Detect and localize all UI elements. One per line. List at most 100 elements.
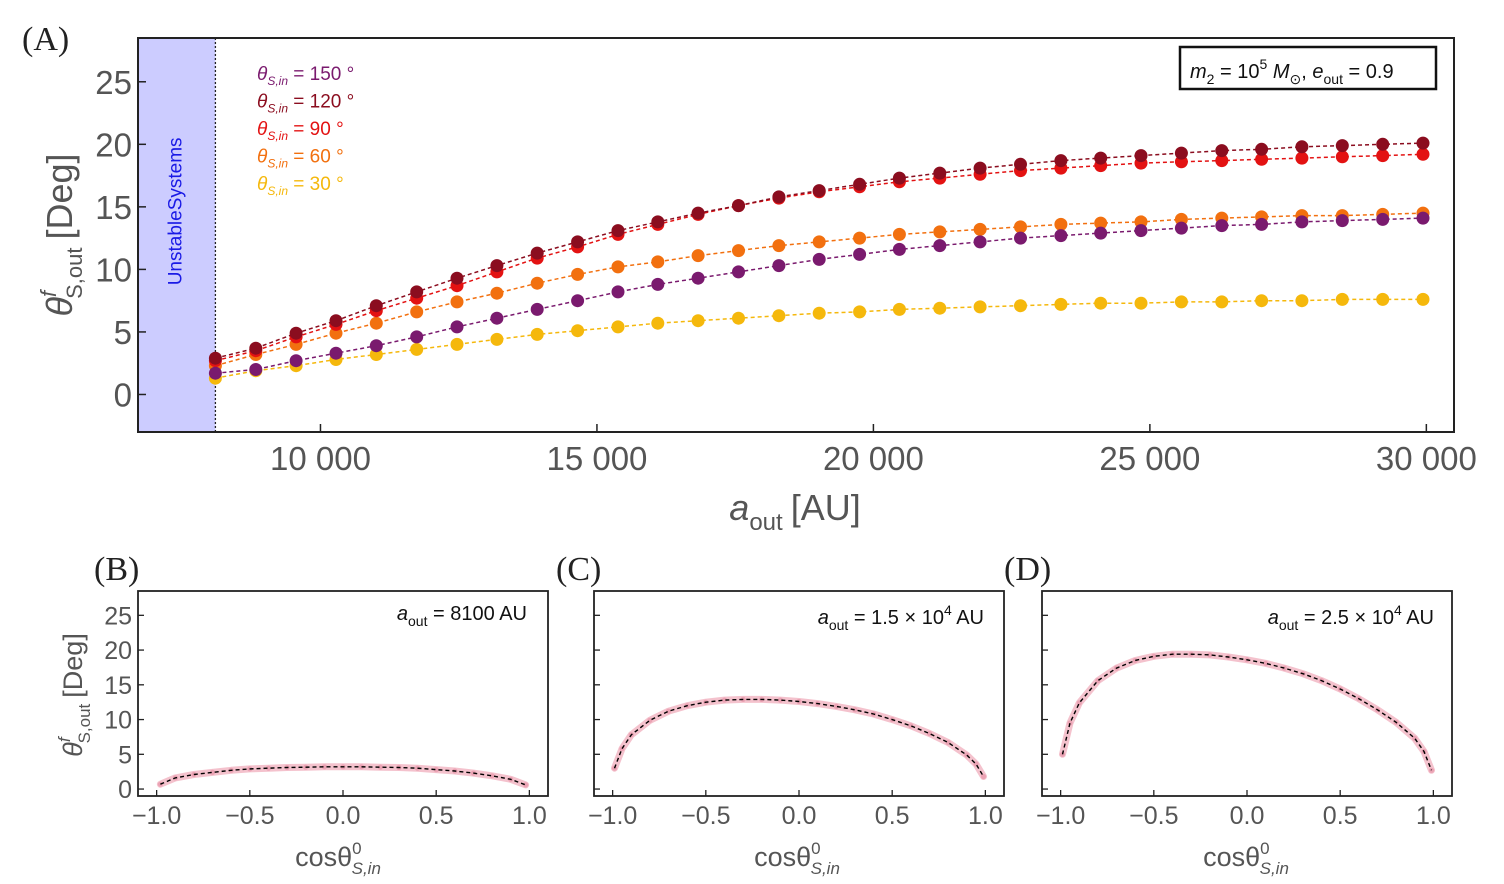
data-point [450,271,464,285]
data-point [571,324,585,338]
plot-background [594,591,1004,796]
data-point [611,224,625,238]
data-point [1174,221,1188,235]
sample-point [1067,720,1073,726]
fit-curve [160,766,526,786]
data-point [1295,215,1309,229]
x-tick-label: 1.0 [968,802,1003,830]
sample-point [980,773,987,780]
series-0 [208,211,1430,380]
data-point [973,235,987,249]
sample-point [377,764,383,770]
x-tick-label: 0.0 [782,802,817,830]
x-tick-label: −1.0 [132,802,181,830]
data-point [1376,292,1390,306]
data-point [249,363,263,376]
data-point [651,316,665,330]
x-tick-label: 1.0 [1416,802,1451,830]
data-point [892,302,906,316]
data-point [1255,152,1269,166]
data-point [249,341,263,355]
data-point [1215,154,1229,168]
data-point [410,285,424,299]
data-point [1134,296,1148,310]
data-point [1054,217,1068,231]
data-point [490,332,504,346]
data-point [1054,297,1068,311]
data-point [208,351,222,365]
y-tick-label: 0 [118,776,132,804]
data-point [530,276,544,290]
data-point [571,267,585,281]
plot-a-background [138,38,1454,432]
data-point [933,166,947,180]
y-tick-label-a: 10 [95,251,132,288]
data-point [329,314,343,328]
data-point [892,171,906,185]
y-tick-label: 15 [104,672,132,700]
sample-point [1151,653,1157,659]
x-axis-label-c: cosθ0 S,in [754,839,840,878]
legend-entry: θS,in = 60 ° [257,147,344,171]
y-tick-label-a: 0 [114,376,132,413]
x-tick-label-a: 30 000 [1376,440,1477,477]
data-point [1416,292,1430,306]
data-point [1174,146,1188,160]
data-point [691,314,705,328]
panel-d-label: (D) [1004,551,1051,588]
data-point [1335,292,1349,306]
data-point [1335,150,1349,164]
sample-point [1059,751,1066,757]
data-point [410,330,424,344]
y-tick-label-a: 20 [95,126,132,163]
data-point [732,311,745,325]
data-point [450,320,464,334]
sample-point [1263,660,1269,666]
sample-point [523,782,529,788]
data-point [691,206,705,220]
data-point [530,246,544,260]
data-point [772,309,786,323]
data-point [1094,296,1108,310]
sample-point [1132,657,1138,664]
y-axis-label-b: θfS,out[Deg] [55,633,94,757]
x-tick-label: −0.5 [225,802,274,830]
data-point [772,190,786,204]
data-point [973,300,987,314]
data-point [1134,149,1148,163]
sample-point [665,708,672,714]
data-point [1014,231,1027,245]
data-point [490,311,504,325]
data-point [772,259,786,273]
y-tick-label-a: 25 [95,64,132,101]
sample-point [265,765,272,771]
data-point [329,346,343,360]
data-point [289,354,303,368]
data-point [691,271,705,285]
data-point [1255,217,1269,231]
data-point [1376,149,1390,163]
data-point [1174,295,1188,309]
legend-entry: θS,in = 150 ° [257,64,354,88]
y-tick-label: 10 [104,707,132,735]
data-point [973,222,987,236]
panel-a-label: (A) [22,21,69,58]
unstable-band [138,38,216,432]
data-point [1054,154,1068,168]
sample-point [489,773,495,779]
data-point [1215,219,1229,233]
data-point [1255,294,1269,308]
data-point [1014,299,1027,313]
data-point [853,247,867,261]
x-tick-label: −0.5 [681,802,730,830]
legend-entry: θS,in = 120 ° [257,92,354,116]
data-point [933,225,947,239]
annotation-d: aout = 2.5 × 104 AU [1268,602,1434,633]
data-point [450,337,464,351]
data-point [369,316,383,330]
plot-background [1042,591,1452,796]
y-tick-label: 20 [104,637,132,665]
data-point [973,161,987,175]
data-point [1255,142,1269,156]
data-point [812,252,826,266]
